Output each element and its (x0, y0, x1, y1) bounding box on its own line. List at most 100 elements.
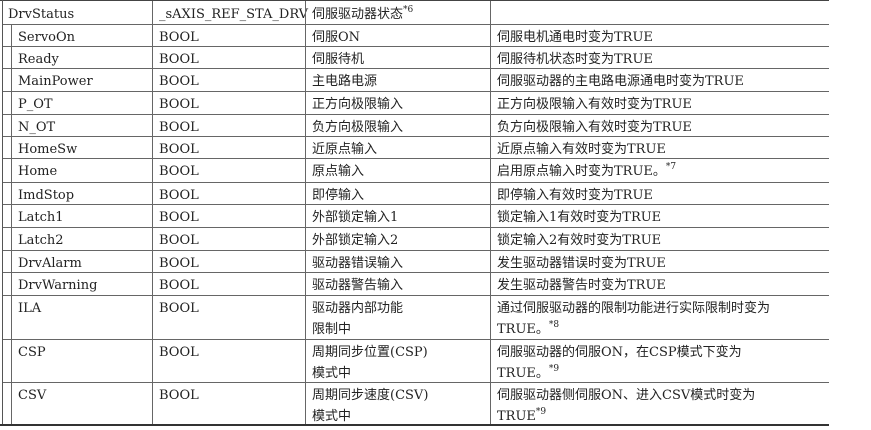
outer-left-border (2, 0, 3, 426)
data-type-cell-text: BOOL (159, 210, 199, 225)
table-row: DrvAlarm BOOL 驱动器错误输入 发生驱动器错误时变为TRUE (2, 250, 829, 273)
table-row: Home BOOL 原点输入 启用原点输入时变为TRUE。*7 (2, 158, 829, 183)
meaning-cell: 驱动器错误输入 (305, 250, 490, 272)
table-row: DrvWarning BOOL 驱动器警告输入 发生驱动器警告时变为TRUE (2, 272, 829, 296)
description-cell: 通过伺服驱动器的限制功能进行实际限制时变为 TRUE。*8 (490, 295, 829, 339)
description-cell-text: 近原点输入有效时变为TRUE (497, 142, 666, 157)
member-name-cell: N_OT (11, 114, 152, 136)
description-cell-text: 伺服驱动器的主电路电源通电时变为TRUE (497, 74, 744, 89)
data-type-cell: BOOL (152, 158, 305, 182)
member-name-cell: HomeSw (11, 136, 152, 158)
description-cell-text: 发生驱动器错误时变为TRUE (497, 256, 666, 271)
data-type-cell-text: BOOL (159, 256, 199, 271)
data-type-cell: BOOL (152, 136, 305, 158)
member-name-cell-text: Latch2 (18, 233, 64, 248)
member-name-cell: P_OT (11, 91, 152, 114)
meaning-cell: 主电路电源 (305, 68, 490, 91)
meaning-cell-text: 正方向极限输入 (312, 97, 404, 112)
meaning-cell: 驱动器警告输入 (305, 272, 490, 295)
data-type-cell-text: BOOL (159, 278, 199, 293)
meaning-cell-text: 外部锁定输入2 (312, 233, 399, 248)
description-cell-text: 伺服驱动器的伺服ON，在CSP模式下变为 TRUE。 (497, 345, 742, 381)
member-name-cell: ILA (11, 295, 152, 339)
table-row: Latch1 BOOL 外部锁定输入1 锁定输入1有效时变为TRUE (2, 204, 829, 228)
meaning-cell: 伺服驱动器状态*6 (305, 1, 490, 24)
meaning-cell-text: 周期同步速度(CSV) 模式中 (312, 388, 429, 424)
data-type-cell: BOOL (152, 382, 305, 425)
data-type-cell: BOOL (152, 295, 305, 339)
table-row: Ready BOOL 伺服待机 伺服待机状态时变为TRUE (2, 46, 829, 69)
data-type-cell: BOOL (152, 339, 305, 382)
data-type-cell-text: BOOL (159, 345, 199, 360)
member-name-cell-text: P_OT (18, 97, 53, 112)
description-cell-text: 负方向极限输入有效时变为TRUE (497, 120, 692, 135)
member-name-cell: ImdStop (11, 182, 152, 204)
description-cell: 伺服待机状态时变为TRUE (490, 46, 829, 68)
meaning-cell: 伺服ON (305, 24, 490, 46)
data-type-cell: BOOL (152, 46, 305, 68)
description-cell: 伺服电机通电时变为TRUE (490, 24, 829, 46)
description-cell: 伺服驱动器的伺服ON，在CSP模式下变为 TRUE。*9 (490, 339, 829, 382)
description-cell-text: 锁定输入2有效时变为TRUE (497, 233, 662, 248)
footnote-mark: *7 (665, 162, 677, 172)
table-row: P_OT BOOL 正方向极限输入 正方向极限输入有效时变为TRUE (2, 91, 829, 115)
member-name-cell: Latch2 (11, 227, 152, 250)
member-name-cell-text: ILA (18, 301, 42, 316)
footnote-mark: *9 (548, 364, 560, 374)
table-row: DrvStatus _sAXIS_REF_STA_DRV 伺服驱动器状态*6 (2, 1, 829, 25)
table-row: CSP BOOL 周期同步位置(CSP) 模式中 伺服驱动器的伺服ON，在CSP模式下… (2, 339, 829, 383)
member-name-cell: DrvAlarm (11, 250, 152, 272)
member-name-cell-text: DrvWarning (18, 278, 98, 293)
footnote-mark: *6 (403, 5, 414, 15)
description-cell: 即停输入有效时变为TRUE (490, 182, 829, 204)
data-type-cell-text: BOOL (159, 142, 199, 157)
member-name-cell-text: MainPower (18, 74, 93, 89)
description-cell: 正方向极限输入有效时变为TRUE (490, 91, 829, 114)
member-name-cell-text: Home (18, 164, 58, 179)
member-name-cell-text: HomeSw (18, 142, 78, 157)
meaning-cell-text: 驱动器内部功能 限制中 (312, 301, 404, 337)
footnote-mark: *9 (535, 407, 547, 417)
data-type-cell: BOOL (152, 24, 305, 46)
meaning-cell-text: 周期同步位置(CSP) 模式中 (312, 345, 428, 381)
drv-status-table: DrvStatus _sAXIS_REF_STA_DRV 伺服驱动器状态*6 Serv… (0, 0, 829, 426)
member-name-cell: MainPower (11, 68, 152, 91)
table-row: MainPower BOOL 主电路电源 伺服驱动器的主电路电源通电时变为TRUE (2, 68, 829, 92)
meaning-cell: 周期同步速度(CSV) 模式中 (305, 382, 490, 425)
table-row: ILA BOOL 驱动器内部功能 限制中 通过伺服驱动器的限制功能进行实际限制时变为 … (2, 295, 829, 340)
description-cell-text: 伺服待机状态时变为TRUE (497, 52, 653, 67)
data-type-cell: BOOL (152, 227, 305, 250)
data-type-cell-text: BOOL (159, 97, 199, 112)
meaning-cell-text: 驱动器警告输入 (312, 278, 404, 293)
table-row: ServoOn BOOL 伺服ON 伺服电机通电时变为TRUE (2, 24, 829, 47)
meaning-cell-text: 负方向极限输入 (312, 120, 404, 135)
data-type-cell: BOOL (152, 204, 305, 227)
member-name-cell: Latch1 (11, 204, 152, 227)
data-type-cell-text: BOOL (159, 301, 199, 316)
data-type-cell-text: BOOL (159, 233, 199, 248)
description-cell: 负方向极限输入有效时变为TRUE (490, 114, 829, 136)
meaning-cell: 正方向极限输入 (305, 91, 490, 114)
description-cell: 近原点输入有效时变为TRUE (490, 136, 829, 158)
data-type-cell-text: BOOL (159, 188, 199, 203)
member-name-cell: DrvWarning (11, 272, 152, 295)
table-row: ImdStop BOOL 即停输入 即停输入有效时变为TRUE (2, 182, 829, 205)
member-name-cell: DrvStatus (2, 1, 143, 24)
member-name-cell: CSV (11, 382, 152, 425)
member-name-cell-text: CSV (18, 388, 47, 403)
description-cell: 发生驱动器错误时变为TRUE (490, 250, 829, 272)
description-cell (490, 1, 829, 24)
meaning-cell: 近原点输入 (305, 136, 490, 158)
data-type-cell-text: BOOL (159, 388, 199, 403)
member-name-cell-text: CSP (18, 345, 46, 360)
description-cell: 发生驱动器警告时变为TRUE (490, 272, 829, 295)
data-type-cell-text: BOOL (159, 30, 199, 45)
meaning-cell-text: 伺服待机 (312, 52, 365, 67)
data-type-cell-text: _sAXIS_REF_STA_DRV (159, 7, 309, 22)
description-cell-text: 通过伺服驱动器的限制功能进行实际限制时变为 TRUE。 (497, 301, 771, 337)
footnote-mark: *8 (548, 320, 560, 330)
table-row: CSV BOOL 周期同步速度(CSV) 模式中 伺服驱动器侧伺服ON、进入CSV模式… (2, 382, 829, 426)
description-cell-text: 伺服电机通电时变为TRUE (497, 30, 653, 45)
meaning-cell-text: 外部锁定输入1 (312, 210, 399, 225)
description-cell-text: 正方向极限输入有效时变为TRUE (497, 97, 692, 112)
